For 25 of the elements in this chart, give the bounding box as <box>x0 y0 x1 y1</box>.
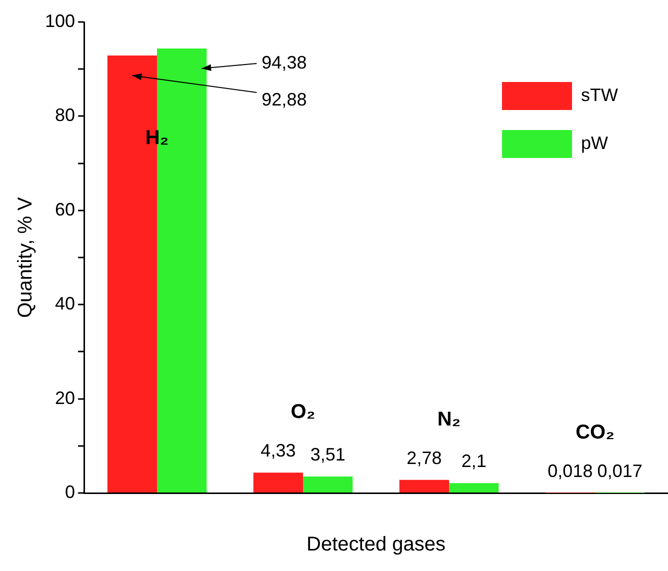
x-axis-title: Detected gases <box>306 534 446 556</box>
y-tick-label: 80 <box>55 105 76 126</box>
bar <box>399 480 450 492</box>
bar <box>303 476 353 492</box>
data-label: 4,33 <box>260 440 296 461</box>
y-tick-label: 40 <box>55 294 76 314</box>
data-label: 0,017 <box>597 460 642 481</box>
x-tick-label: O₂ <box>290 401 316 424</box>
x-tick-label: CO₂ <box>576 421 614 444</box>
bar <box>253 472 304 492</box>
legend-label: pW <box>581 132 608 153</box>
data-label: 92,88 <box>262 90 307 110</box>
legend-label: sTW <box>581 84 618 105</box>
data-label: 94,38 <box>262 52 307 72</box>
y-tick-label: 0 <box>65 482 76 502</box>
data-label: 2,1 <box>461 451 486 472</box>
bar <box>449 483 499 492</box>
y-tick-label: 20 <box>55 388 76 408</box>
y-axis-title: Quantity, % V <box>14 196 37 318</box>
y-tick-label: 60 <box>55 199 76 220</box>
x-tick-label: N₂ <box>437 408 461 430</box>
y-tick-label: 100 <box>44 10 76 31</box>
data-label: 3,51 <box>310 444 346 464</box>
data-label: 2,78 <box>406 448 442 468</box>
data-label: 0,018 <box>548 460 593 481</box>
